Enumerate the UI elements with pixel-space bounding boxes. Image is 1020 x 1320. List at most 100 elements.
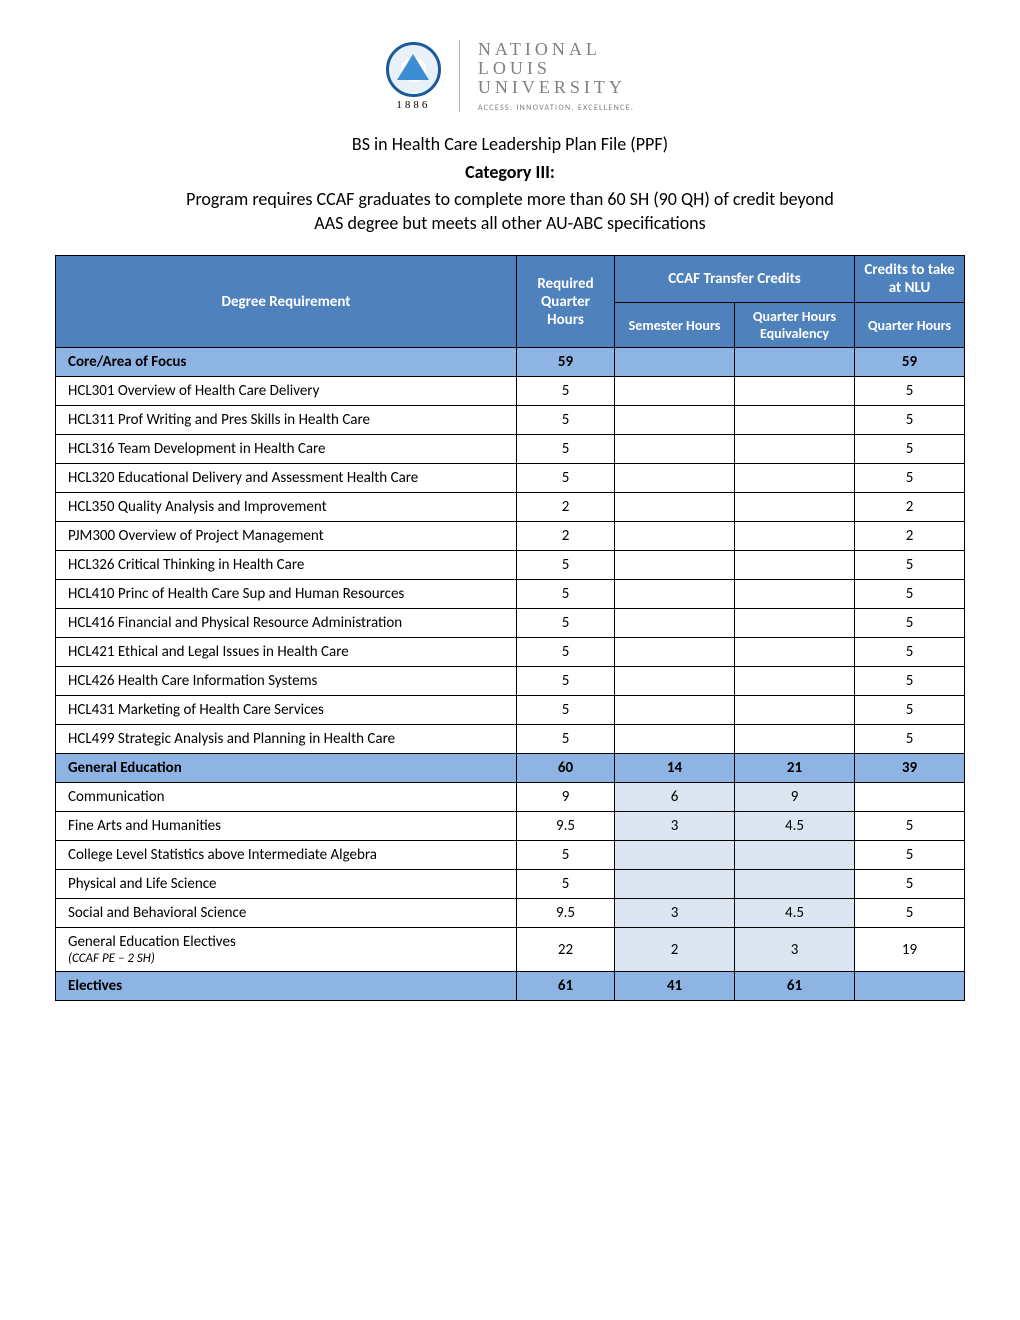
col-degree-requirement: Degree Requirement bbox=[56, 256, 517, 348]
row-label: HCL421 Ethical and Legal Issues in Healt… bbox=[56, 638, 517, 667]
cell-nlu: 5 bbox=[855, 638, 965, 667]
cell-sem bbox=[615, 870, 735, 899]
cell-req: 9 bbox=[517, 783, 615, 812]
col-quarter-hours: Quarter Hours bbox=[855, 303, 965, 348]
row-label: Physical and Life Science bbox=[56, 870, 517, 899]
row-label: General Education bbox=[56, 754, 517, 783]
cell-sem: 2 bbox=[615, 928, 735, 972]
table-row: HCL410 Princ of Health Care Sup and Huma… bbox=[56, 580, 965, 609]
cell-nlu: 5 bbox=[855, 464, 965, 493]
col-credits-nlu: Credits to take at NLU bbox=[855, 256, 965, 303]
col-semester-hours: Semester Hours bbox=[615, 303, 735, 348]
table-row: Social and Behavioral Science9.534.55 bbox=[56, 899, 965, 928]
cell-qhe bbox=[735, 580, 855, 609]
cell-req: 5 bbox=[517, 725, 615, 754]
subtitle-line2: AAS degree but meets all other AU-ABC sp… bbox=[314, 212, 705, 234]
cell-qhe: 3 bbox=[735, 928, 855, 972]
cell-qhe: 4.5 bbox=[735, 899, 855, 928]
cell-req: 5 bbox=[517, 435, 615, 464]
row-label: College Level Statistics above Intermedi… bbox=[56, 841, 517, 870]
row-label: Fine Arts and Humanities bbox=[56, 812, 517, 841]
subtitle: Program requires CCAF graduates to compl… bbox=[55, 187, 965, 236]
cell-sem bbox=[615, 696, 735, 725]
cell-nlu: 5 bbox=[855, 377, 965, 406]
table-row: HCL416 Financial and Physical Resource A… bbox=[56, 609, 965, 638]
cell-qhe bbox=[735, 841, 855, 870]
cell-sem: 3 bbox=[615, 812, 735, 841]
cell-qhe: 4.5 bbox=[735, 812, 855, 841]
cell-req: 5 bbox=[517, 406, 615, 435]
row-label: HCL416 Financial and Physical Resource A… bbox=[56, 609, 517, 638]
cell-qhe bbox=[735, 522, 855, 551]
cell-qhe bbox=[735, 696, 855, 725]
table-row: College Level Statistics above Intermedi… bbox=[56, 841, 965, 870]
table-row: HCL320 Educational Delivery and Assessme… bbox=[56, 464, 965, 493]
cell-nlu: 5 bbox=[855, 580, 965, 609]
cell-qhe bbox=[735, 609, 855, 638]
row-label: HCL350 Quality Analysis and Improvement bbox=[56, 493, 517, 522]
cell-req: 5 bbox=[517, 580, 615, 609]
logo-divider bbox=[459, 40, 460, 112]
cell-req: 2 bbox=[517, 493, 615, 522]
cell-nlu: 2 bbox=[855, 493, 965, 522]
cell-nlu: 5 bbox=[855, 551, 965, 580]
cell-nlu: 5 bbox=[855, 406, 965, 435]
cell-req: 5 bbox=[517, 696, 615, 725]
cell-nlu: 5 bbox=[855, 870, 965, 899]
table-row: HCL350 Quality Analysis and Improvement2… bbox=[56, 493, 965, 522]
col-qh-equivalency: Quarter Hours Equivalency bbox=[735, 303, 855, 348]
row-label: HCL320 Educational Delivery and Assessme… bbox=[56, 464, 517, 493]
cell-sem: 6 bbox=[615, 783, 735, 812]
cell-nlu: 2 bbox=[855, 522, 965, 551]
cell-qhe bbox=[735, 435, 855, 464]
cell-req: 59 bbox=[517, 348, 615, 377]
cell-req: 61 bbox=[517, 972, 615, 1001]
cell-nlu: 59 bbox=[855, 348, 965, 377]
founding-year: 1886 bbox=[396, 99, 430, 111]
table-row: HCL311 Prof Writing and Pres Skills in H… bbox=[56, 406, 965, 435]
cell-qhe bbox=[735, 377, 855, 406]
cell-sem bbox=[615, 841, 735, 870]
cell-req: 5 bbox=[517, 551, 615, 580]
table-row: HCL316 Team Development in Health Care55 bbox=[56, 435, 965, 464]
cell-nlu: 5 bbox=[855, 899, 965, 928]
category-heading: Category III: bbox=[55, 161, 965, 183]
cell-req: 2 bbox=[517, 522, 615, 551]
row-label: Communication bbox=[56, 783, 517, 812]
cell-sem: 14 bbox=[615, 754, 735, 783]
table-row: Physical and Life Science55 bbox=[56, 870, 965, 899]
cell-sem bbox=[615, 667, 735, 696]
university-tagline: ACCESS. INNOVATION. EXCELLENCE. bbox=[478, 103, 634, 113]
row-label: HCL326 Critical Thinking in Health Care bbox=[56, 551, 517, 580]
table-row: HCL421 Ethical and Legal Issues in Healt… bbox=[56, 638, 965, 667]
university-name-line2: LOUIS bbox=[478, 59, 634, 78]
row-label: HCL431 Marketing of Health Care Services bbox=[56, 696, 517, 725]
cell-qhe bbox=[735, 551, 855, 580]
cell-req: 5 bbox=[517, 841, 615, 870]
cell-nlu: 5 bbox=[855, 667, 965, 696]
cell-qhe: 21 bbox=[735, 754, 855, 783]
cell-nlu: 5 bbox=[855, 609, 965, 638]
cell-req: 9.5 bbox=[517, 899, 615, 928]
cell-qhe bbox=[735, 870, 855, 899]
row-label: PJM300 Overview of Project Management bbox=[56, 522, 517, 551]
cell-nlu: 5 bbox=[855, 725, 965, 754]
cell-sem bbox=[615, 638, 735, 667]
table-row: HCL301 Overview of Health Care Delivery 5… bbox=[56, 377, 965, 406]
row-label: General Education Electives(CCAF PE – 2 … bbox=[56, 928, 517, 972]
cell-req: 5 bbox=[517, 609, 615, 638]
row-label: Electives bbox=[56, 972, 517, 1001]
logo-seal-block: 1886 bbox=[386, 42, 441, 111]
cell-req: 5 bbox=[517, 638, 615, 667]
cell-nlu: 19 bbox=[855, 928, 965, 972]
cell-nlu: 5 bbox=[855, 435, 965, 464]
table-row: HCL499 Strategic Analysis and Planning i… bbox=[56, 725, 965, 754]
university-name-block: NATIONAL LOUIS UNIVERSITY ACCESS. INNOVA… bbox=[478, 40, 634, 113]
table-row: General Education60142139 bbox=[56, 754, 965, 783]
requirements-table: Degree Requirement Required Quarter Hour… bbox=[55, 255, 965, 1001]
cell-req: 60 bbox=[517, 754, 615, 783]
row-label: HCL301 Overview of Health Care Delivery bbox=[56, 377, 517, 406]
cell-req: 9.5 bbox=[517, 812, 615, 841]
cell-sem bbox=[615, 464, 735, 493]
logo-area: 1886 NATIONAL LOUIS UNIVERSITY ACCESS. I… bbox=[55, 40, 965, 113]
